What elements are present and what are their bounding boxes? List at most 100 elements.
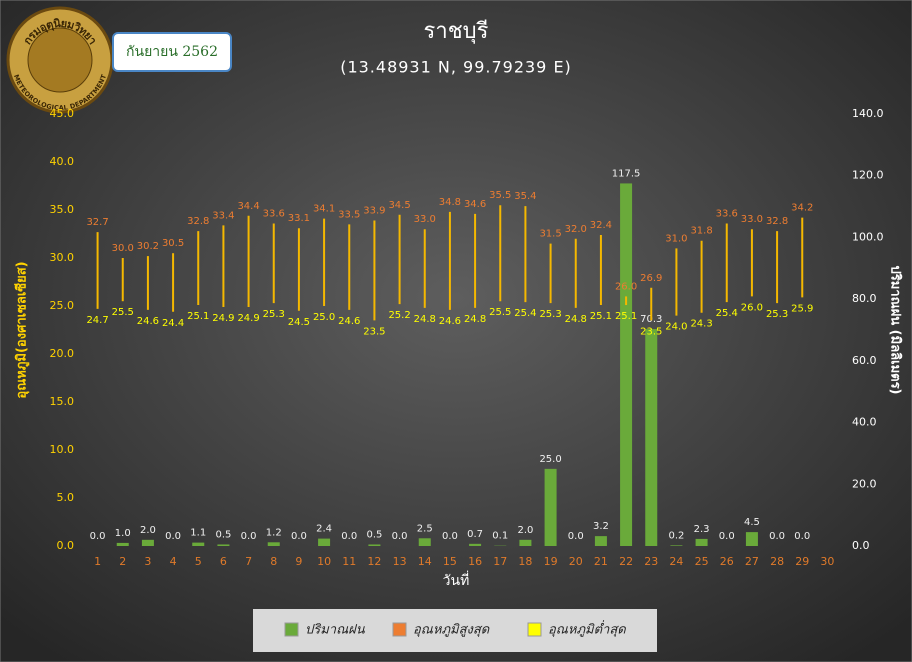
- rain-label: 0.0: [568, 531, 584, 542]
- y2-axis-label: ปริมาณฝน (มิลลิเมตร): [888, 265, 903, 394]
- min-label: 25.1: [615, 311, 637, 322]
- min-label: 25.1: [187, 311, 209, 322]
- min-label: 23.5: [363, 326, 385, 337]
- legend-label: อุณหภูมิต่ำสุด: [548, 620, 626, 638]
- logo: กรมอุตุนิยมวิทยา METEOROLOGICAL DEPARTME…: [6, 6, 114, 114]
- min-label: 24.8: [464, 314, 486, 325]
- y2-tick-label: 140.0: [852, 107, 884, 120]
- min-label: 24.3: [690, 319, 712, 330]
- rain-label: 0.5: [215, 529, 231, 540]
- y2-tick-label: 100.0: [852, 230, 884, 243]
- min-label: 25.0: [313, 312, 335, 323]
- x-tick-label: 24: [669, 555, 683, 568]
- y2-tick-label: 80.0: [852, 292, 877, 305]
- rain-label: 0.0: [392, 531, 408, 542]
- min-label: 24.8: [414, 314, 436, 325]
- max-label: 33.5: [338, 209, 360, 220]
- y2-tick-label: 0.0: [852, 539, 870, 552]
- y-tick-label: 40.0: [50, 155, 75, 168]
- rain-bar: [368, 544, 381, 546]
- y-tick-label: 0.0: [57, 539, 75, 552]
- x-tick-label: 2: [119, 555, 126, 568]
- max-label: 34.1: [313, 204, 335, 215]
- min-label: 25.4: [514, 308, 536, 319]
- y-tick-label: 35.0: [50, 203, 75, 216]
- rain-label: 2.4: [316, 524, 332, 535]
- rain-label: 0.0: [241, 531, 257, 542]
- rain-label: 0.0: [719, 531, 735, 542]
- rain-label: 2.3: [694, 524, 710, 535]
- x-tick-label: 12: [367, 555, 381, 568]
- min-label: 24.8: [565, 314, 587, 325]
- min-label: 25.9: [791, 303, 813, 314]
- min-label: 23.5: [640, 326, 662, 337]
- rain-bar: [745, 532, 758, 546]
- x-axis-label: วันที่: [443, 571, 470, 589]
- max-label: 32.0: [565, 224, 587, 235]
- x-tick-label: 7: [245, 555, 252, 568]
- date-box: [112, 32, 232, 72]
- max-label: 33.0: [414, 214, 436, 225]
- rain-label: 2.0: [517, 525, 533, 536]
- rain-label: 25.0: [539, 454, 561, 465]
- logo-core: [27, 27, 93, 93]
- min-label: 25.4: [716, 308, 738, 319]
- y-tick-label: 25.0: [50, 299, 75, 312]
- min-label: 24.6: [338, 316, 360, 327]
- x-tick-label: 20: [569, 555, 583, 568]
- rain-bar: [620, 183, 633, 546]
- y-tick-label: 5.0: [57, 491, 75, 504]
- legend-swatch: [527, 622, 542, 637]
- rain-label: 0.0: [291, 531, 307, 542]
- y-tick-label: 20.0: [50, 347, 75, 360]
- max-label: 33.4: [212, 210, 234, 221]
- max-label: 35.5: [489, 190, 511, 201]
- max-label: 34.4: [237, 201, 259, 212]
- min-label: 25.5: [489, 307, 511, 318]
- rain-bar: [217, 544, 230, 546]
- y-tick-label: 30.0: [50, 251, 75, 264]
- max-label: 26.0: [615, 281, 637, 292]
- min-label: 25.3: [263, 309, 285, 320]
- rain-label: 2.0: [140, 525, 156, 536]
- x-tick-label: 26: [720, 555, 734, 568]
- rain-label: 1.0: [115, 528, 131, 539]
- min-label: 24.6: [137, 316, 159, 327]
- rain-label: 0.5: [366, 529, 382, 540]
- y2-tick-label: 40.0: [852, 416, 877, 429]
- x-tick-label: 3: [144, 555, 151, 568]
- x-tick-label: 25: [695, 555, 709, 568]
- max-label: 33.1: [288, 213, 310, 224]
- max-label: 30.5: [162, 238, 184, 249]
- max-label: 30.0: [112, 243, 134, 254]
- min-label: 24.9: [237, 313, 259, 324]
- rain-label: 117.5: [612, 168, 641, 179]
- x-tick-label: 22: [619, 555, 633, 568]
- x-tick-label: 17: [493, 555, 507, 568]
- rain-label: 2.5: [417, 523, 433, 534]
- y-tick-label: 45.0: [50, 107, 75, 120]
- y2-tick-label: 60.0: [852, 354, 877, 367]
- rain-label: 0.0: [769, 531, 785, 542]
- legend-swatch: [284, 622, 299, 637]
- min-label: 26.0: [741, 302, 763, 313]
- max-label: 26.9: [640, 273, 662, 284]
- x-tick-label: 4: [170, 555, 177, 568]
- min-label: 25.3: [539, 309, 561, 320]
- min-label: 24.9: [212, 313, 234, 324]
- min-label: 24.6: [439, 316, 461, 327]
- rain-label: 1.2: [266, 527, 282, 538]
- rain-bar: [469, 543, 482, 546]
- max-label: 34.2: [791, 203, 813, 214]
- min-label: 25.1: [590, 311, 612, 322]
- legend-label: ปริมาณฝน: [305, 623, 366, 638]
- min-label: 25.3: [766, 309, 788, 320]
- max-label: 31.8: [690, 226, 712, 237]
- max-label: 35.4: [514, 191, 536, 202]
- x-tick-label: 6: [220, 555, 227, 568]
- rain-label: 0.2: [668, 530, 684, 541]
- rain-label: 0.0: [341, 531, 357, 542]
- x-tick-label: 14: [418, 555, 432, 568]
